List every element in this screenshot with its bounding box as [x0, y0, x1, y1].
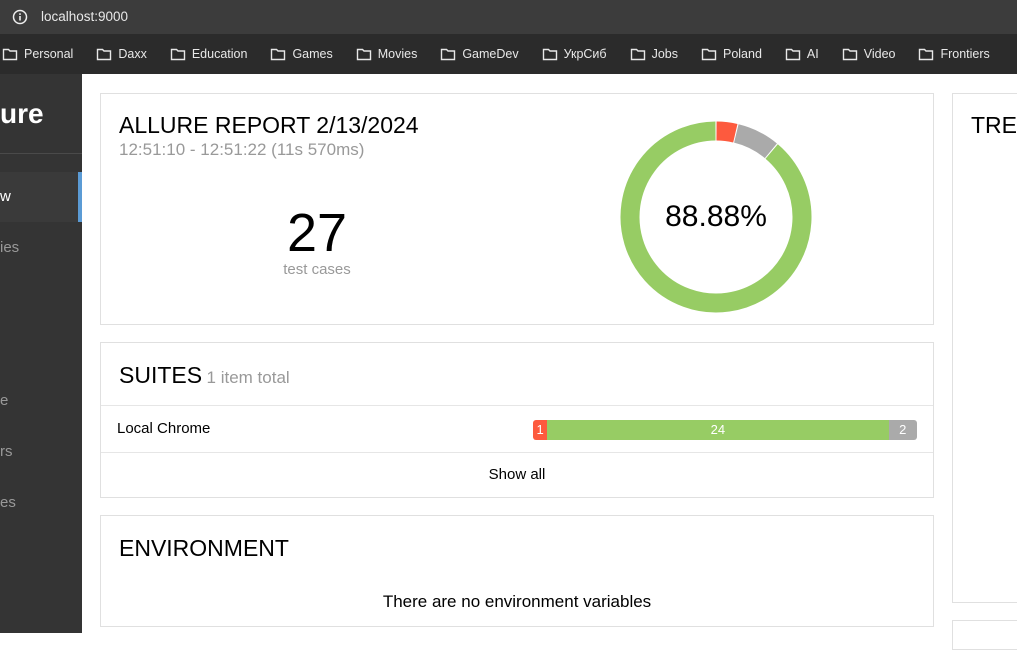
bookmark-label: Video: [863, 47, 896, 61]
bookmark-label: Frontiers: [940, 47, 990, 61]
bookmark-label: GameDev: [462, 47, 519, 61]
bookmark-label: Daxx: [118, 47, 147, 61]
bookmark[interactable]: GameDev: [438, 47, 519, 61]
bookmark-label: Jobs: [651, 47, 678, 61]
folder-shape: [441, 48, 456, 61]
folder-icon: [271, 48, 286, 61]
nav-item[interactable]: rs: [0, 443, 13, 460]
title: ALLURE REPORT 2/13/2024: [119, 112, 419, 138]
bookmark-label: Games: [292, 47, 333, 61]
bookmark[interactable]: Frontiers: [916, 47, 990, 61]
folder-shape: [542, 48, 557, 61]
bookmark[interactable]: Personal: [0, 47, 73, 61]
donut-slice: [716, 121, 738, 143]
status-segment: 2: [888, 420, 917, 440]
title: ENVIRONMENT: [119, 535, 289, 561]
logo: ure: [0, 98, 44, 129]
sidebar: ure w ies e rs es: [0, 74, 82, 633]
bookmark-label: Personal: [24, 47, 74, 61]
address-bar: localhost:9000: [0, 0, 1017, 34]
segment-label: 1: [536, 422, 544, 437]
bookmark[interactable]: Video: [840, 47, 896, 61]
time: 12:51:10 - 12:51:22 (11s 570ms): [119, 140, 365, 159]
divider: [0, 153, 82, 154]
folder-shape: [919, 48, 934, 61]
bookmark[interactable]: УкрСиб: [540, 47, 607, 61]
nav-item[interactable]: es: [0, 494, 16, 511]
divider: [101, 405, 933, 406]
divider: [101, 452, 933, 453]
bookmark[interactable]: Education: [168, 47, 248, 61]
count: 27: [286, 203, 348, 263]
donut-slice: [733, 124, 777, 159]
status-bar: 1 24 2: [533, 420, 917, 440]
bookmark[interactable]: Games: [268, 47, 333, 61]
folder-icon: [2, 48, 18, 61]
count-label: test cases: [283, 261, 351, 278]
folder-icon: [630, 48, 645, 61]
suite-row[interactable]: Local Chrome 1 24 2: [101, 406, 933, 452]
show-all[interactable]: Show all: [488, 466, 546, 483]
card: [952, 620, 1017, 650]
folder-shape: [2, 48, 18, 61]
folder-icon: [170, 48, 186, 61]
bookmark[interactable]: AI: [783, 47, 819, 61]
folder-shape: [271, 48, 286, 61]
bookmark-label: Poland: [722, 47, 762, 61]
bookmark-label: AI: [806, 47, 819, 61]
suites-card: SUITES 1 item total Local Chrome 1 24 2 Sho…: [100, 342, 934, 498]
bookmark[interactable]: Movies: [354, 47, 418, 61]
nav-item[interactable]: ies: [0, 239, 20, 256]
folder-shape: [630, 48, 645, 61]
environment-card: ENVIRONMENT There are no environment var…: [100, 515, 934, 627]
subtitle: 1 item total: [206, 368, 290, 387]
bookmark[interactable]: Poland: [699, 47, 762, 61]
bookmark[interactable]: Daxx: [94, 47, 147, 61]
donut: [620, 121, 812, 313]
bookmark[interactable]: Jobs: [628, 47, 678, 61]
trend-card: TRE: [952, 93, 1017, 603]
folder-shape: [842, 48, 857, 61]
bookmark-label: УкрСиб: [563, 47, 607, 61]
folder-shape: [356, 48, 371, 61]
nav-item[interactable]: e: [0, 392, 9, 409]
title: TRE: [971, 112, 1017, 138]
suites-header: SUITES 1 item total: [119, 362, 290, 389]
nav-item[interactable]: w: [0, 188, 11, 205]
folder-icon: [785, 48, 801, 61]
status-segment: 24: [547, 420, 889, 440]
title: SUITES: [119, 362, 203, 388]
bookmarks-bar: Personal Daxx Education Games Movies GameDev У…: [0, 34, 1017, 74]
folder-shape: [701, 48, 717, 61]
percent: 88.88%: [665, 200, 767, 233]
folder-shape: [170, 48, 186, 61]
donut-slice: [620, 121, 812, 313]
folder-icon: [701, 48, 717, 61]
info-icon[interactable]: [12, 9, 28, 25]
folder-icon: [441, 48, 456, 61]
folder-icon: [356, 48, 371, 61]
url[interactable]: localhost:9000: [41, 9, 129, 24]
empty-message: There are no environment variables: [382, 592, 652, 611]
bookmark-label: Education: [191, 47, 248, 61]
status-segment: 1: [533, 420, 548, 440]
folder-shape: [97, 48, 112, 61]
active-item: [0, 172, 82, 222]
segment-label: 24: [710, 422, 726, 437]
summary-card: ALLURE REPORT 2/13/2024 12:51:10 - 12:51…: [100, 93, 934, 325]
folder-shape: [785, 48, 801, 61]
folder-icon: [919, 48, 934, 61]
folder-icon: [97, 48, 112, 61]
segment-label: 2: [899, 422, 907, 437]
suite-name: Local Chrome: [117, 420, 211, 437]
bookmark-label: Movies: [377, 47, 418, 61]
folder-icon: [842, 48, 857, 61]
folder-icon: [542, 48, 557, 61]
